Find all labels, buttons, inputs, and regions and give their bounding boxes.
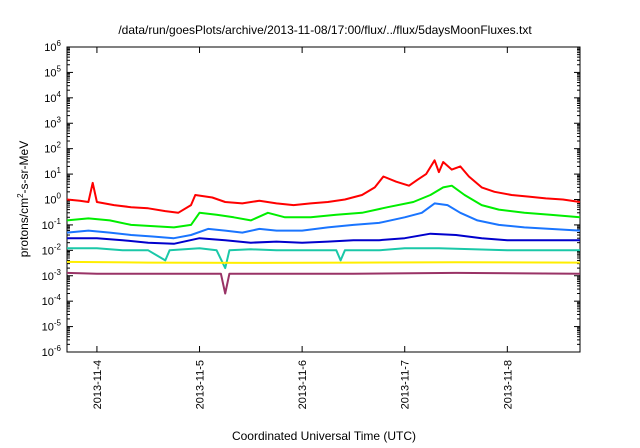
y-axis-label: protons/cm2-s-sr-MeV: [16, 141, 31, 257]
chart-title: /data/run/goesPlots/archive/2013-11-08/1…: [118, 23, 532, 37]
y-axis: 10-6 10-5 10-4 10-3 10-2 10-1 100 101 102 103 104 1…: [42, 39, 580, 359]
y-tick-label: 105: [44, 64, 61, 79]
y-tick-label: 10-3: [42, 268, 62, 283]
y-tick-label: 103: [44, 115, 61, 130]
x-tick-label: 2013-11-5: [195, 360, 207, 409]
series-line-4: [67, 232, 580, 245]
series-line-1: [66, 159, 581, 214]
x-tick-label: 2013-11-8: [502, 360, 514, 409]
series-line-6: [66, 260, 581, 264]
x-tick-label: 2013-11-4: [92, 360, 104, 409]
series-line-5: [67, 247, 580, 270]
x-tick-label: 2013-11-7: [400, 360, 412, 409]
y-tick-label: 100: [44, 192, 61, 207]
y-tick-label: 10-2: [42, 242, 62, 257]
x-axis-label: Coordinated Universal Time (UTC): [232, 429, 416, 443]
plot-frame: [66, 46, 581, 353]
y-tick-label: 10-5: [42, 319, 62, 334]
series-line-3: [66, 202, 581, 240]
x-axis: 2013-11-4 2013-11-5 2013-11-6 2013-11-7 2013…: [92, 47, 514, 409]
series-line-2: [66, 184, 581, 229]
y-tick-label: 101: [44, 166, 61, 181]
y-tick-label: 10-4: [42, 293, 62, 308]
series-layer: [66, 159, 581, 295]
y-tick-label: 10-1: [42, 217, 62, 232]
y-tick-label: 102: [44, 141, 61, 156]
y-tick-label: 10-6: [42, 344, 62, 359]
series-line-7: [66, 271, 581, 295]
y-tick-label: 104: [44, 90, 61, 105]
x-tick-label: 2013-11-6: [297, 360, 309, 409]
y-tick-label: 106: [44, 39, 61, 54]
